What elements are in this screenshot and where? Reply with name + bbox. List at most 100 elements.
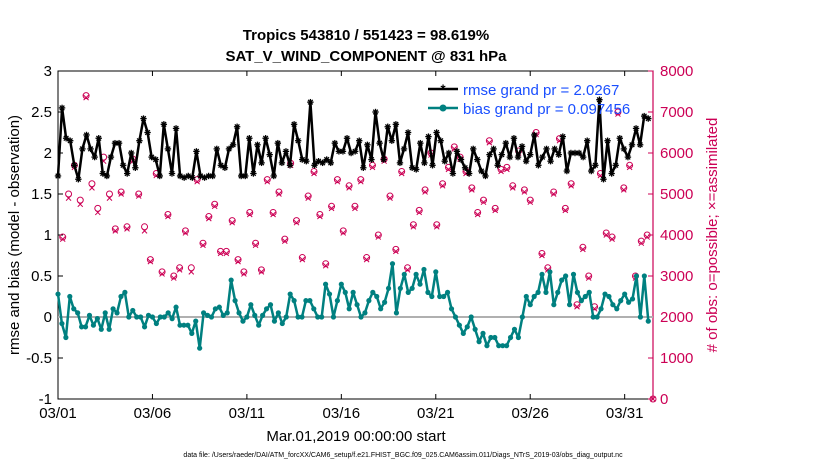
rmse-point	[71, 162, 78, 169]
obs-possible-point	[117, 188, 125, 196]
bias-point	[220, 312, 226, 318]
obs-assimilated-point	[293, 219, 300, 226]
obs-possible-point	[363, 254, 371, 262]
rmse-point	[384, 123, 391, 130]
obs-assimilated-point	[264, 178, 271, 185]
rmse-point	[620, 145, 628, 153]
bias-point	[299, 314, 305, 320]
x-tick-label-1: 03/06	[134, 405, 172, 422]
rmse-point	[111, 139, 119, 147]
obs-assimilated-point	[118, 191, 125, 197]
obs-assimilated-point	[340, 230, 347, 236]
rmse-point	[327, 159, 334, 167]
x-tick-label-6: 03/31	[606, 405, 644, 422]
rmse-point	[641, 112, 648, 120]
bias-point	[236, 310, 242, 316]
obs-assimilated-point	[223, 250, 230, 257]
obs-possible-point	[240, 268, 248, 276]
obs-assimilated-point	[504, 166, 510, 173]
bias-point	[370, 289, 376, 295]
obs-assimilated-point	[620, 187, 627, 193]
obs-assimilated-point	[357, 178, 364, 185]
obs-possible-point	[328, 202, 336, 210]
obs-assimilated-point	[363, 256, 370, 263]
rmse-point	[136, 137, 143, 144]
bias-point	[393, 310, 400, 316]
obs-assimilated-point	[486, 139, 493, 146]
bias-point	[185, 322, 191, 328]
bias-point	[472, 326, 478, 332]
obs-possible-point	[602, 229, 610, 237]
rmse-point	[457, 156, 465, 163]
bias-point	[468, 314, 474, 320]
rmse-point	[168, 170, 176, 177]
rmse-point	[160, 121, 168, 128]
bias-point	[507, 334, 514, 341]
obs-assimilated-point	[422, 189, 428, 195]
bias-point	[189, 330, 195, 336]
rmse-point	[213, 145, 220, 153]
bias-point	[389, 261, 396, 267]
rmse-point	[547, 158, 554, 165]
obs-possible-point	[292, 217, 300, 225]
rmse-point	[555, 151, 562, 158]
x-axis-label: Mar.01,2019 00:00:00 start	[266, 428, 446, 445]
rmse-point	[563, 167, 571, 175]
y-left-tick-label-1: -0.5	[26, 350, 52, 367]
y-right-tick-label-1: 1000	[660, 350, 693, 367]
bias-point	[413, 271, 419, 277]
rmse-point	[498, 151, 505, 158]
obs-assimilated-point	[550, 191, 557, 197]
bias-point	[98, 326, 104, 332]
obs-possible-point	[608, 233, 616, 241]
obs-assimilated-point	[352, 205, 358, 212]
rmse-point	[535, 162, 542, 169]
obs-possible-point	[561, 204, 569, 212]
obs-assimilated-point	[609, 236, 615, 242]
obs-assimilated-point	[241, 271, 247, 277]
bias-point	[271, 318, 278, 324]
rmse-point	[490, 145, 497, 153]
y-left-tick-label-3: 0.5	[31, 268, 52, 285]
rmse-point	[482, 172, 489, 180]
bias-point	[86, 312, 93, 318]
bias-point	[55, 291, 61, 297]
rmse-point	[331, 139, 339, 147]
bias-point	[535, 289, 541, 295]
bias-point	[629, 296, 636, 302]
bias-point	[157, 314, 163, 320]
legend: * rmse grand pr = 2.0267 bias grand pr =…	[428, 82, 630, 118]
obs-possible-point	[269, 208, 277, 216]
rmse-point	[645, 115, 652, 122]
obs-assimilated-point	[229, 219, 236, 226]
bias-point	[594, 314, 600, 320]
obs-possible-point	[164, 211, 172, 218]
rmse-point	[229, 141, 237, 148]
bias-point	[539, 271, 545, 277]
rmse-point	[531, 131, 538, 139]
obs-assimilated-point	[574, 303, 580, 310]
bias-point	[590, 314, 596, 320]
y-right-tick-label-0: 0	[660, 391, 668, 408]
bias-point	[59, 320, 65, 327]
obs-possible-point	[485, 137, 493, 145]
obs-assimilated-point	[258, 269, 265, 275]
obs-assimilated-point	[124, 225, 130, 232]
obs-assimilated-point	[200, 242, 206, 249]
bias-point	[626, 299, 632, 305]
bias-point	[153, 320, 159, 327]
rmse-point	[539, 153, 546, 161]
rmse-point	[404, 129, 412, 136]
obs-possible-point	[550, 188, 558, 196]
bias-point	[480, 330, 486, 336]
obs-assimilated-point	[159, 271, 165, 277]
obs-assimilated-point	[603, 232, 610, 238]
obs-assimilated-point	[433, 223, 440, 230]
obs-assimilated-point	[83, 94, 89, 101]
obs-assimilated-point	[334, 178, 341, 185]
rmse-point	[425, 133, 432, 140]
obs-assimilated-point	[211, 203, 218, 210]
obs-assimilated-point	[439, 182, 446, 189]
bias-point	[602, 291, 608, 297]
